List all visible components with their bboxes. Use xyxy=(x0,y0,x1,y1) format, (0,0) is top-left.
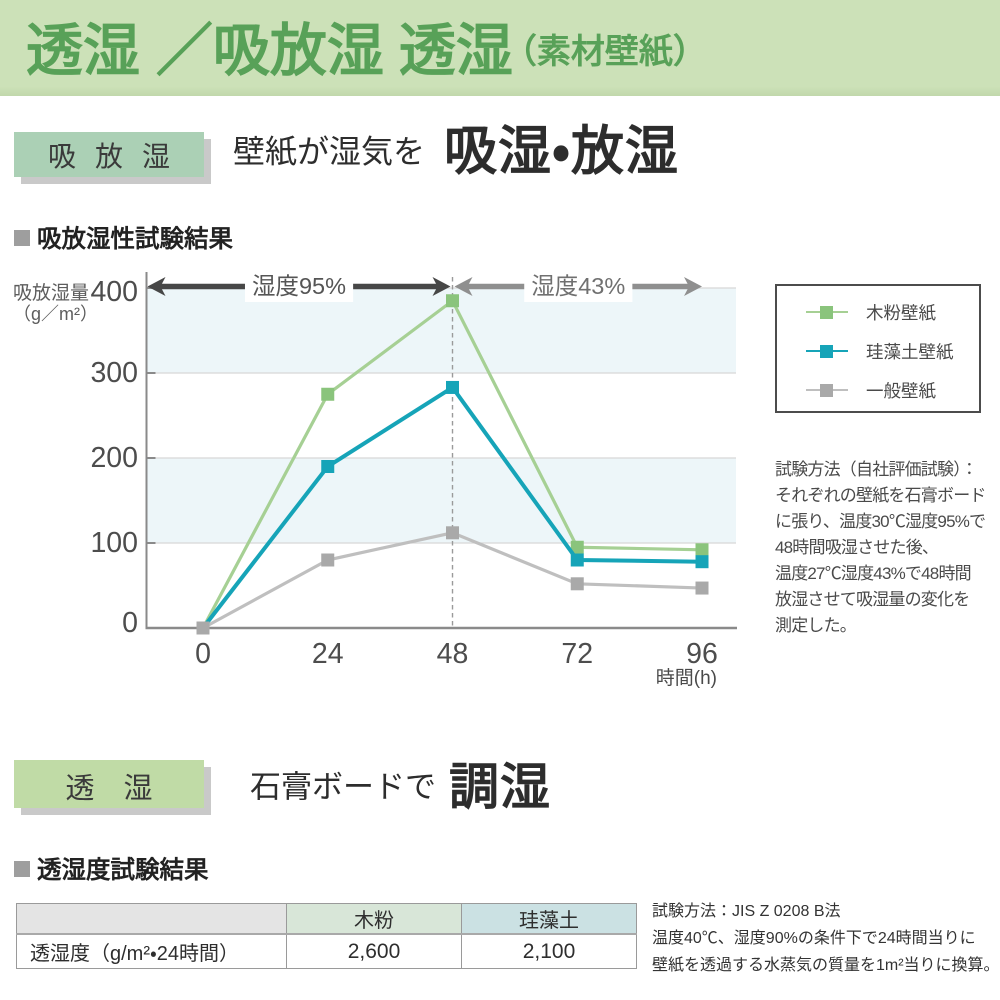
series-marker-一般壁紙 xyxy=(570,577,584,591)
chart-legend: 木粉壁紙珪藻土壁紙一般壁紙 xyxy=(775,284,981,413)
legend-item: 一般壁紙 xyxy=(806,371,979,410)
series-marker-珪藻土壁紙 xyxy=(446,380,460,394)
legend-label: 珪藻土壁紙 xyxy=(866,341,954,362)
header-band: 透湿 ／吸放湿 透湿（素材壁紙） xyxy=(0,0,1000,96)
series-marker-木粉壁紙 xyxy=(695,543,709,557)
table-header-wood: 木粉 xyxy=(286,903,462,935)
series-marker-木粉壁紙 xyxy=(321,387,335,401)
plot-band xyxy=(146,458,736,543)
absorption-results-subheading: 吸放湿性試験結果 xyxy=(14,220,233,255)
square-bullet-icon xyxy=(14,229,30,246)
phase-label-chip xyxy=(244,271,354,302)
absorption-badge: 吸放湿 xyxy=(14,132,204,177)
y-axis-title-line2: （g／m²） xyxy=(13,304,98,324)
series-marker-一般壁紙 xyxy=(196,621,210,635)
x-tick-label: 24 xyxy=(312,638,344,670)
table-row-label: 透湿度（g/m²・24時間） xyxy=(16,933,287,969)
legend-item: 珪藻土壁紙 xyxy=(806,332,979,371)
table-header-row: 木粉 珪藻土 xyxy=(16,903,637,935)
phase-label: 湿度95% xyxy=(252,273,346,299)
page-title-product: 透湿 xyxy=(398,19,513,83)
arrowhead xyxy=(454,277,473,296)
absorption-badge-label: 吸放湿 xyxy=(47,140,189,172)
absorption-heading-emphasis: 吸湿・放湿 xyxy=(444,122,680,181)
absorption-heading-lead: 壁紙が湿気を xyxy=(233,133,426,170)
series-marker-珪藻土壁紙 xyxy=(695,555,709,569)
phase-label-chip xyxy=(524,271,633,302)
permeability-test-method-note: 試験方法：JIS Z 0208 B法 温度40℃、湿度90%の条件下で24時間当… xyxy=(652,903,1000,974)
table-header-diatom: 珪藻土 xyxy=(461,903,637,935)
x-tick-label: 48 xyxy=(437,638,469,670)
legend-label: 一般壁紙 xyxy=(866,380,936,401)
legend-swatch-icon xyxy=(806,383,848,397)
permeability-badge-label: 透 湿 xyxy=(65,773,164,805)
arrowhead xyxy=(684,277,703,296)
series-marker-木粉壁紙 xyxy=(446,294,460,308)
page-title: 透湿 ／吸放湿 透湿（素材壁紙） xyxy=(26,23,707,80)
absorption-results-subheading-label: 吸放湿性試験結果 xyxy=(37,226,233,253)
x-tick-label: 72 xyxy=(561,638,593,670)
table-value-wood: 2,600 xyxy=(286,933,462,969)
permeability-heading: 石膏ボードで 調湿 xyxy=(250,762,551,812)
square-bullet-icon xyxy=(14,860,30,877)
page-title-main: 透湿 ／吸放湿 xyxy=(26,19,384,83)
permeability-results-subheading-label: 透湿度試験結果 xyxy=(37,857,209,884)
y-tick-label: 100 xyxy=(90,527,138,559)
permeability-heading-lead: 石膏ボードで xyxy=(250,769,436,805)
series-marker-一般壁紙 xyxy=(321,553,335,567)
table-value-diatom: 2,100 xyxy=(461,933,637,969)
legend-item: 木粉壁紙 xyxy=(806,293,979,332)
permeability-badge: 透 湿 xyxy=(14,760,204,808)
x-axis-title: 時間(h) xyxy=(656,667,717,689)
x-tick-label: 0 xyxy=(195,638,211,670)
arrowhead xyxy=(432,277,451,296)
y-tick-label: 300 xyxy=(90,357,138,389)
permeability-results-subheading: 透湿度試験結果 xyxy=(14,851,209,886)
phase-label: 湿度43% xyxy=(531,273,625,299)
permeability-heading-emphasis: 調湿 xyxy=(449,759,551,815)
y-axis-title-line1: 吸放湿量 xyxy=(13,282,89,304)
series-marker-珪藻土壁紙 xyxy=(570,553,584,567)
page-title-qualifier: （素材壁紙） xyxy=(502,32,707,71)
series-marker-一般壁紙 xyxy=(446,526,460,540)
y-tick-label: 0 xyxy=(122,607,138,639)
permeability-table: 木粉 珪藻土 透湿度（g/m²・24時間） 2,600 2,100 xyxy=(16,903,637,969)
series-marker-珪藻土壁紙 xyxy=(321,460,335,473)
x-tick-label: 96 xyxy=(686,638,718,670)
legend-label: 木粉壁紙 xyxy=(866,302,936,323)
absorption-test-method-note: 試験方法（自社評価試験）： それぞれの壁紙を石膏ボード に張り、温度30℃湿度9… xyxy=(775,460,986,635)
series-marker-木粉壁紙 xyxy=(570,540,584,554)
y-tick-label: 400 xyxy=(90,276,138,308)
table-header-empty-cell xyxy=(16,903,287,935)
legend-swatch-icon xyxy=(806,344,848,358)
arrowhead xyxy=(147,277,166,296)
series-marker-一般壁紙 xyxy=(695,581,709,595)
plot-band xyxy=(146,288,736,373)
legend-swatch-icon xyxy=(806,305,848,319)
y-tick-label: 200 xyxy=(90,442,138,474)
table-value-row: 透湿度（g/m²・24時間） 2,600 2,100 xyxy=(16,933,637,969)
absorption-heading: 壁紙が湿気を 吸湿・放湿 xyxy=(233,125,679,178)
